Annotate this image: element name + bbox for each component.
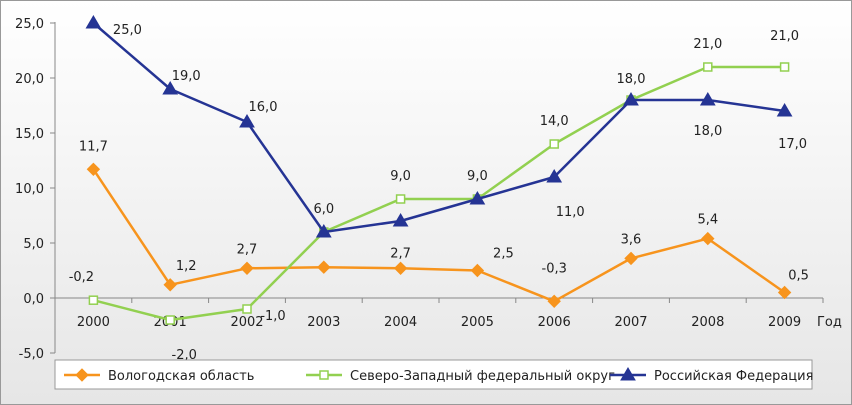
square-marker [165,315,175,325]
diamond-marker [393,261,408,276]
y-axis-ticks: 25,0 20,0 15,0 10,0 5,0 0,0 -5,0 [15,17,55,362]
x-tick-label: 2005 [461,315,494,330]
legend-items: Вологодская область Северо-Западный федер… [64,367,813,384]
legend: Вологодская область Северо-Западный федер… [54,359,813,390]
square-marker [88,295,99,305]
diamond-marker [86,162,101,177]
triangle-marker [699,92,716,106]
y-tick-label: 10,0 [15,182,44,197]
data-label: -2,0 [172,348,197,363]
y-tick-label: 0,0 [23,292,44,307]
triangle-marker [776,103,793,117]
legend-label: Российская Федерация [654,369,813,384]
square-marker [395,194,406,204]
square-marker [703,62,713,72]
data-label: -0,2 [69,270,94,285]
series-path [92,22,785,234]
data-label: 9,0 [390,169,411,184]
data-label: 3,6 [621,232,642,247]
triangle-marker [239,114,255,128]
diamond-marker [317,260,331,274]
y-tick-label: 20,0 [15,72,44,87]
x-tick-label: 2003 [307,315,340,330]
diamond-marker [75,368,89,382]
x-tick-label: 2008 [691,315,724,330]
square-marker [779,62,790,72]
diamond-marker [624,251,638,266]
legend-item: Северо-Западный федеральный округ [306,369,615,384]
triangle-marker [546,169,563,183]
data-label: 9,0 [467,169,488,184]
legend-label: Вологодская область [108,369,254,384]
legend-item: Российская Федерация [610,367,813,384]
data-label: 18,0 [617,72,646,87]
data-labels: 11,7 1,2 2,7 2,7 2,5 -0,3 3,6 5,4 0,5 -0,2 -2,0 -1,… [69,23,809,363]
diamond-marker [701,231,715,246]
triangle-marker [623,92,639,106]
legend-box [54,359,813,390]
data-label: 14,0 [540,114,569,129]
y-tick-label: 25,0 [15,17,44,32]
x-tick-label: 2000 [77,315,110,330]
x-tick-label: 2009 [768,315,801,330]
triangle-marker [392,213,409,227]
diamond-marker [163,278,177,292]
data-label: 11,0 [556,205,585,220]
series-path [93,65,785,322]
legend-label: Северо-Западный федеральный округ [350,369,615,384]
diamond-marker [777,285,792,300]
x-axis-title: Год [817,315,842,330]
data-label: 6,0 [313,202,334,217]
data-label: 17,0 [778,137,807,152]
square-marker [549,139,559,149]
diamond-marker [470,263,485,278]
triangle-marker [85,15,102,29]
data-label: 19,0 [172,69,201,84]
x-tick-label: 2002 [230,315,263,330]
data-label: -0,3 [542,261,567,276]
y-tick-label: 15,0 [15,127,44,142]
data-label: -1,0 [260,309,285,324]
series-path [92,168,786,303]
y-tick-label: 5,0 [23,237,44,252]
data-label: 2,5 [493,247,514,262]
data-label: 11,7 [79,139,108,154]
square-marker [242,304,252,314]
x-tick-label: 2007 [614,315,647,330]
diamond-marker [547,294,561,309]
data-label: 21,0 [770,29,799,44]
data-label: 2,7 [237,242,258,257]
triangle-marker [162,81,179,95]
series-vologda-line [86,162,792,309]
x-tick-label: 2006 [538,315,571,330]
data-label: 18,0 [693,124,722,139]
triangle-marker [620,367,636,381]
data-label: 1,2 [176,259,197,274]
triangle-marker [315,224,332,238]
data-label: 25,0 [113,23,142,38]
data-label: 0,5 [788,269,809,284]
data-label: 5,4 [697,213,718,228]
square-marker [319,370,329,380]
series-layer [85,15,793,325]
diamond-marker [240,261,254,276]
triangle-marker [469,191,486,205]
y-tick-label: -5,0 [19,347,44,362]
data-label: 16,0 [249,100,278,115]
series-russia-line [85,15,793,238]
data-label: 2,7 [390,246,411,261]
x-tick-label: 2004 [384,315,417,330]
data-label: 21,0 [693,37,722,52]
legend-item: Вологодская область [64,368,254,384]
